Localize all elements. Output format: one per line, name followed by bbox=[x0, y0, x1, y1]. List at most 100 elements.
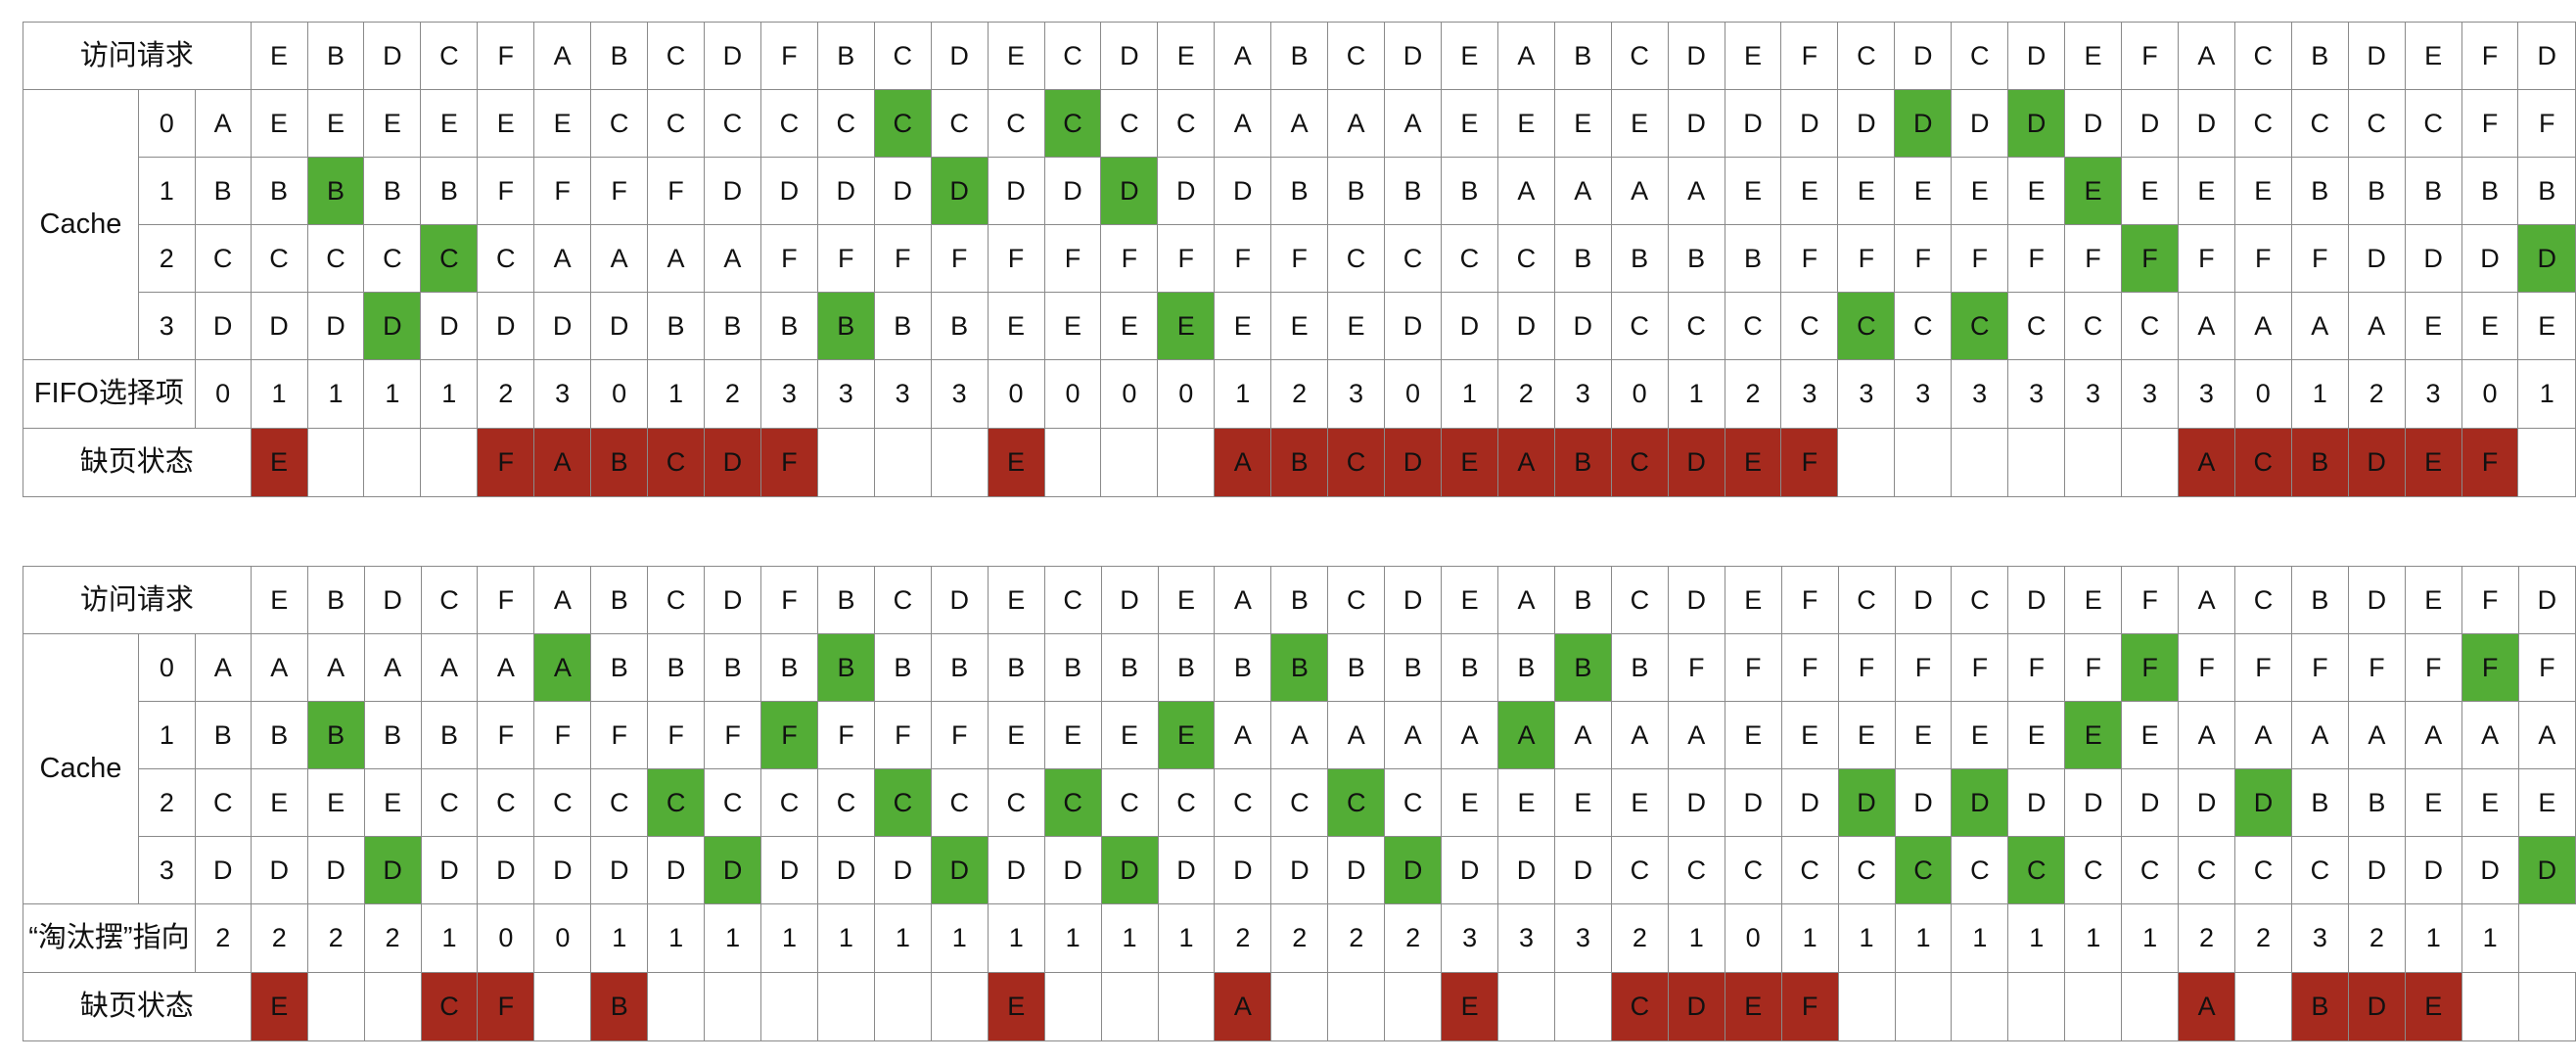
pointer-cell: 1 bbox=[420, 903, 479, 973]
cache-cell: C bbox=[2290, 89, 2349, 158]
miss-cell: B bbox=[1553, 428, 1612, 497]
request-cell: F bbox=[1780, 22, 1839, 90]
hit-cell: D bbox=[1100, 836, 1159, 904]
cache-cell: E bbox=[2121, 157, 2179, 225]
cache-cell: B bbox=[647, 292, 705, 360]
cache-cell: C bbox=[647, 89, 705, 158]
cache-cell: F bbox=[590, 701, 649, 769]
cache-cell: D bbox=[2404, 224, 2462, 293]
cache-cell: E bbox=[1553, 768, 1612, 837]
cache-cell: D bbox=[1441, 836, 1499, 904]
hit-cell: F bbox=[760, 701, 818, 769]
hit-cell: B bbox=[1553, 633, 1612, 702]
cache-label: Cache bbox=[23, 89, 139, 360]
cache-cell: D bbox=[1214, 157, 1272, 225]
request-cell: D bbox=[930, 566, 989, 634]
cache-cell: E bbox=[987, 701, 1045, 769]
request-cell: F bbox=[2121, 22, 2179, 90]
request-cell: D bbox=[2517, 566, 2576, 634]
cache-cell: F bbox=[2007, 224, 2066, 293]
request-cell: C bbox=[1837, 22, 1896, 90]
cache-cell: F bbox=[759, 224, 818, 293]
hit-cell: D bbox=[1894, 89, 1953, 158]
cache-cell: D bbox=[759, 157, 818, 225]
cache-cell: F bbox=[1214, 224, 1272, 293]
request-cell: B bbox=[2290, 22, 2349, 90]
cache-cell: A bbox=[1610, 701, 1669, 769]
cache-cell: E bbox=[1837, 701, 1896, 769]
miss-cell: C bbox=[647, 428, 705, 497]
pointer-cell: 1 bbox=[590, 903, 649, 973]
cache-cell: D bbox=[1667, 89, 1725, 158]
cache-cell: A bbox=[1270, 701, 1329, 769]
cache-cell: F bbox=[1780, 633, 1839, 702]
cache-cell: A bbox=[477, 633, 535, 702]
cache-cell: F bbox=[2290, 224, 2349, 293]
miss-cell: E bbox=[2404, 972, 2462, 1041]
empty-cell bbox=[1894, 428, 1953, 497]
cache-cell: D bbox=[1496, 292, 1555, 360]
hit-cell: D bbox=[2007, 89, 2066, 158]
slot-index: 2 bbox=[137, 768, 196, 837]
cache-cell: F bbox=[987, 224, 1045, 293]
cache-cell: D bbox=[760, 836, 818, 904]
miss-cell: F bbox=[1780, 428, 1839, 497]
slot-index: 1 bbox=[137, 701, 196, 769]
cache-cell: B bbox=[1100, 633, 1159, 702]
pointer-cell: 1 bbox=[1440, 359, 1498, 429]
empty-cell bbox=[704, 972, 762, 1041]
pointer-cell: 2 bbox=[1270, 903, 1329, 973]
empty-cell bbox=[2064, 972, 2123, 1041]
cache-cell: A bbox=[2290, 701, 2349, 769]
miss-cell: E bbox=[250, 972, 308, 1041]
hit-cell: B bbox=[306, 701, 365, 769]
request-cell: F bbox=[760, 566, 818, 634]
miss-cell: A bbox=[533, 428, 592, 497]
pointer-cell: 3 bbox=[1553, 903, 1612, 973]
cache-cell: C bbox=[1496, 224, 1555, 293]
pointer-cell: 0 bbox=[987, 359, 1045, 429]
cache-cell: E bbox=[2517, 292, 2576, 360]
cache-cell: D bbox=[987, 157, 1045, 225]
empty-cell bbox=[363, 428, 422, 497]
cache-cell: B bbox=[1270, 157, 1329, 225]
cache-cell: B bbox=[1327, 633, 1386, 702]
pointer-cell: 1 bbox=[2461, 903, 2519, 973]
request-cell: A bbox=[533, 22, 592, 90]
hit-cell: E bbox=[2064, 701, 2123, 769]
empty-cell bbox=[647, 972, 706, 1041]
hit-cell: C bbox=[1894, 836, 1953, 904]
empty-cell bbox=[1100, 972, 1159, 1041]
pointer-cell: 2 bbox=[363, 903, 422, 973]
request-cell: E bbox=[2404, 566, 2462, 634]
hit-cell: C bbox=[420, 224, 479, 293]
miss-cell: B bbox=[590, 972, 649, 1041]
cache-cell: F bbox=[2290, 633, 2349, 702]
cache-cell: C bbox=[2233, 89, 2292, 158]
pointer-cell: 1 bbox=[930, 903, 989, 973]
cache-cell: D bbox=[1440, 292, 1498, 360]
miss-cell: D bbox=[1384, 428, 1442, 497]
cache-cell: E bbox=[1270, 292, 1329, 360]
cache-cell: D bbox=[2177, 89, 2235, 158]
hit-cell: D bbox=[363, 836, 422, 904]
cache-cell: B bbox=[704, 633, 762, 702]
cache-cell: D bbox=[1270, 836, 1329, 904]
pointer-cell: 1 bbox=[1667, 359, 1725, 429]
pointer-cell: 3 bbox=[1837, 359, 1896, 429]
miss-cell: C bbox=[2233, 428, 2292, 497]
pointer-cell: 0 bbox=[2461, 359, 2519, 429]
empty-cell bbox=[1497, 972, 1555, 1041]
request-cell: B bbox=[306, 566, 365, 634]
request-cell: D bbox=[1100, 22, 1159, 90]
pointer-cell: 1 bbox=[363, 359, 422, 429]
cache-cell: D bbox=[1667, 768, 1725, 837]
cache-cell: F bbox=[2007, 633, 2066, 702]
cache-cell: C bbox=[987, 89, 1045, 158]
cache-cell: A bbox=[2404, 701, 2462, 769]
cache-cell: B bbox=[2290, 768, 2349, 837]
hit-cell: D bbox=[704, 836, 762, 904]
request-cell: A bbox=[1214, 566, 1272, 634]
